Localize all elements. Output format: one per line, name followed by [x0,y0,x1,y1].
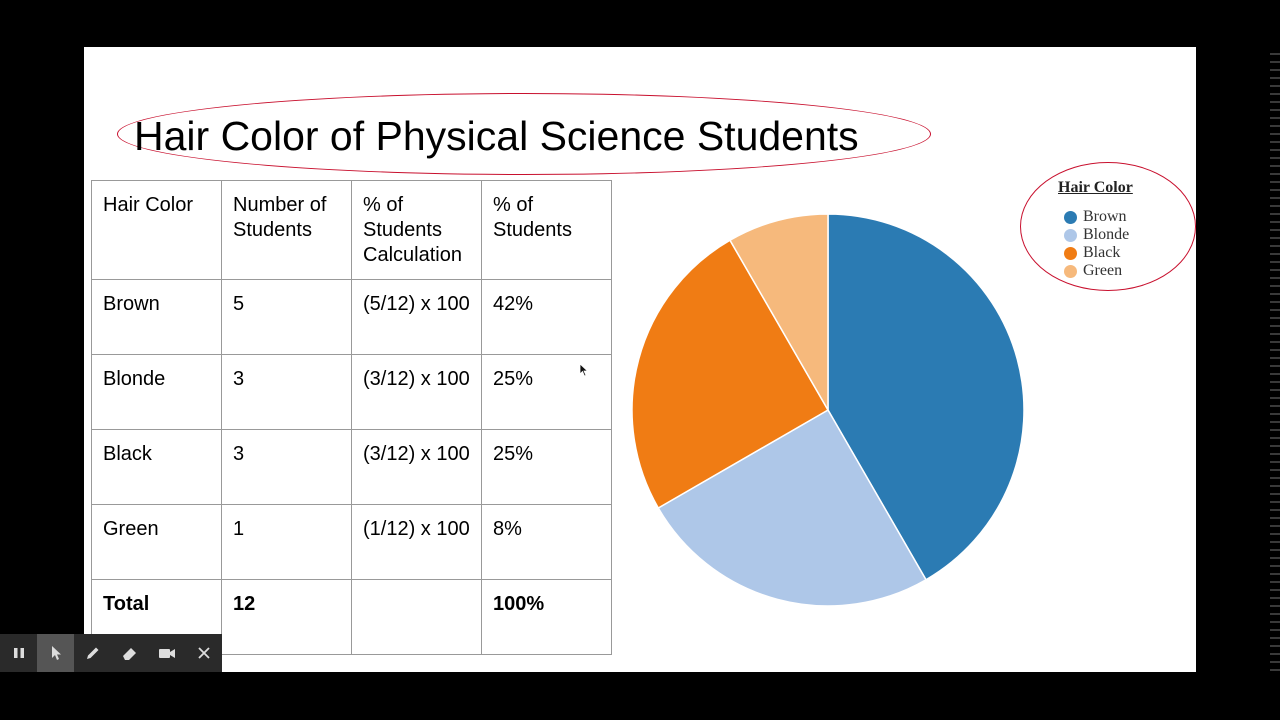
cell-count: 3 [221,429,352,505]
cell-calc: (3/12) x 100 [351,354,482,430]
pie-slice-blonde [657,408,928,607]
pie-slice-black [631,239,830,510]
legend-swatch [1064,210,1077,224]
header-percent-calculation: % of Students Calculation [351,180,482,280]
cell-calc: (5/12) x 100 [351,279,482,355]
total-pct: 100% [481,579,612,655]
legend-item-blonde: Blonde [1064,226,1129,244]
camera-icon [158,649,175,658]
cell-color: Blonde [91,354,222,430]
legend-swatch [1064,264,1077,278]
chart-legend: Hair Color Brown Blonde Black Green [1020,162,1196,291]
total-count: 12 [221,579,352,655]
cell-color: Black [91,429,222,505]
legend-label: Blonde [1083,226,1130,243]
cell-pct: 42% [481,279,612,355]
cell-count: 5 [221,279,352,355]
legend-label: Brown [1083,208,1127,225]
legend-annotation-ellipse [1020,162,1196,291]
table-total-row: Total 12 100% [91,579,612,655]
close-icon [197,647,210,659]
legend-item-black: Black [1064,244,1120,262]
legend-title: Hair Color [1058,179,1133,196]
pie-slice-green [728,213,829,413]
legend-item-green: Green [1064,262,1122,280]
legend-label: Green [1083,262,1123,279]
title-annotation-ellipse [117,93,931,175]
cell-pct: 25% [481,354,612,430]
pause-button[interactable] [0,634,37,672]
cell-color: Brown [91,279,222,355]
table-row: Black 3 (3/12) x 100 25% [91,429,612,505]
camera-button[interactable] [148,634,185,672]
eraser-button[interactable] [111,634,148,672]
table-row: Green 1 (1/12) x 100 8% [91,504,612,580]
slide-title: Hair Color of Physical Science Students [134,113,859,159]
table-header-row: Hair Color Number of Students % of Stude… [91,180,612,280]
legend-swatch [1064,246,1077,260]
header-percent-of-students: % of Students [481,180,612,280]
close-button[interactable] [185,634,222,672]
pointer-icon [51,646,61,660]
annotation-toolbar [0,634,222,672]
pen-icon [86,647,98,659]
hair-color-table: Hair Color Number of Students % of Stude… [91,180,612,655]
total-calc [351,579,482,655]
cell-calc: (1/12) x 100 [351,504,482,580]
cell-color: Green [91,504,222,580]
table-row: Brown 5 (5/12) x 100 42% [91,279,612,355]
pause-icon [13,648,24,658]
legend-label: Black [1083,244,1121,261]
pointer-button[interactable] [37,634,74,672]
title-area: Hair Color of Physical Science Students [114,93,934,179]
table-row: Blonde 3 (3/12) x 100 25% [91,354,612,430]
pen-button[interactable] [74,634,111,672]
slide: Hair Color of Physical Science Students … [84,47,1196,672]
pie-slice-brown [827,213,1025,581]
pie-chart [631,213,1025,607]
window-edge-strip [1270,47,1280,672]
mouse-cursor-icon [579,363,589,377]
eraser-icon [122,648,136,660]
legend-item-brown: Brown [1064,208,1127,226]
legend-swatch [1064,228,1077,242]
cell-pct: 8% [481,504,612,580]
